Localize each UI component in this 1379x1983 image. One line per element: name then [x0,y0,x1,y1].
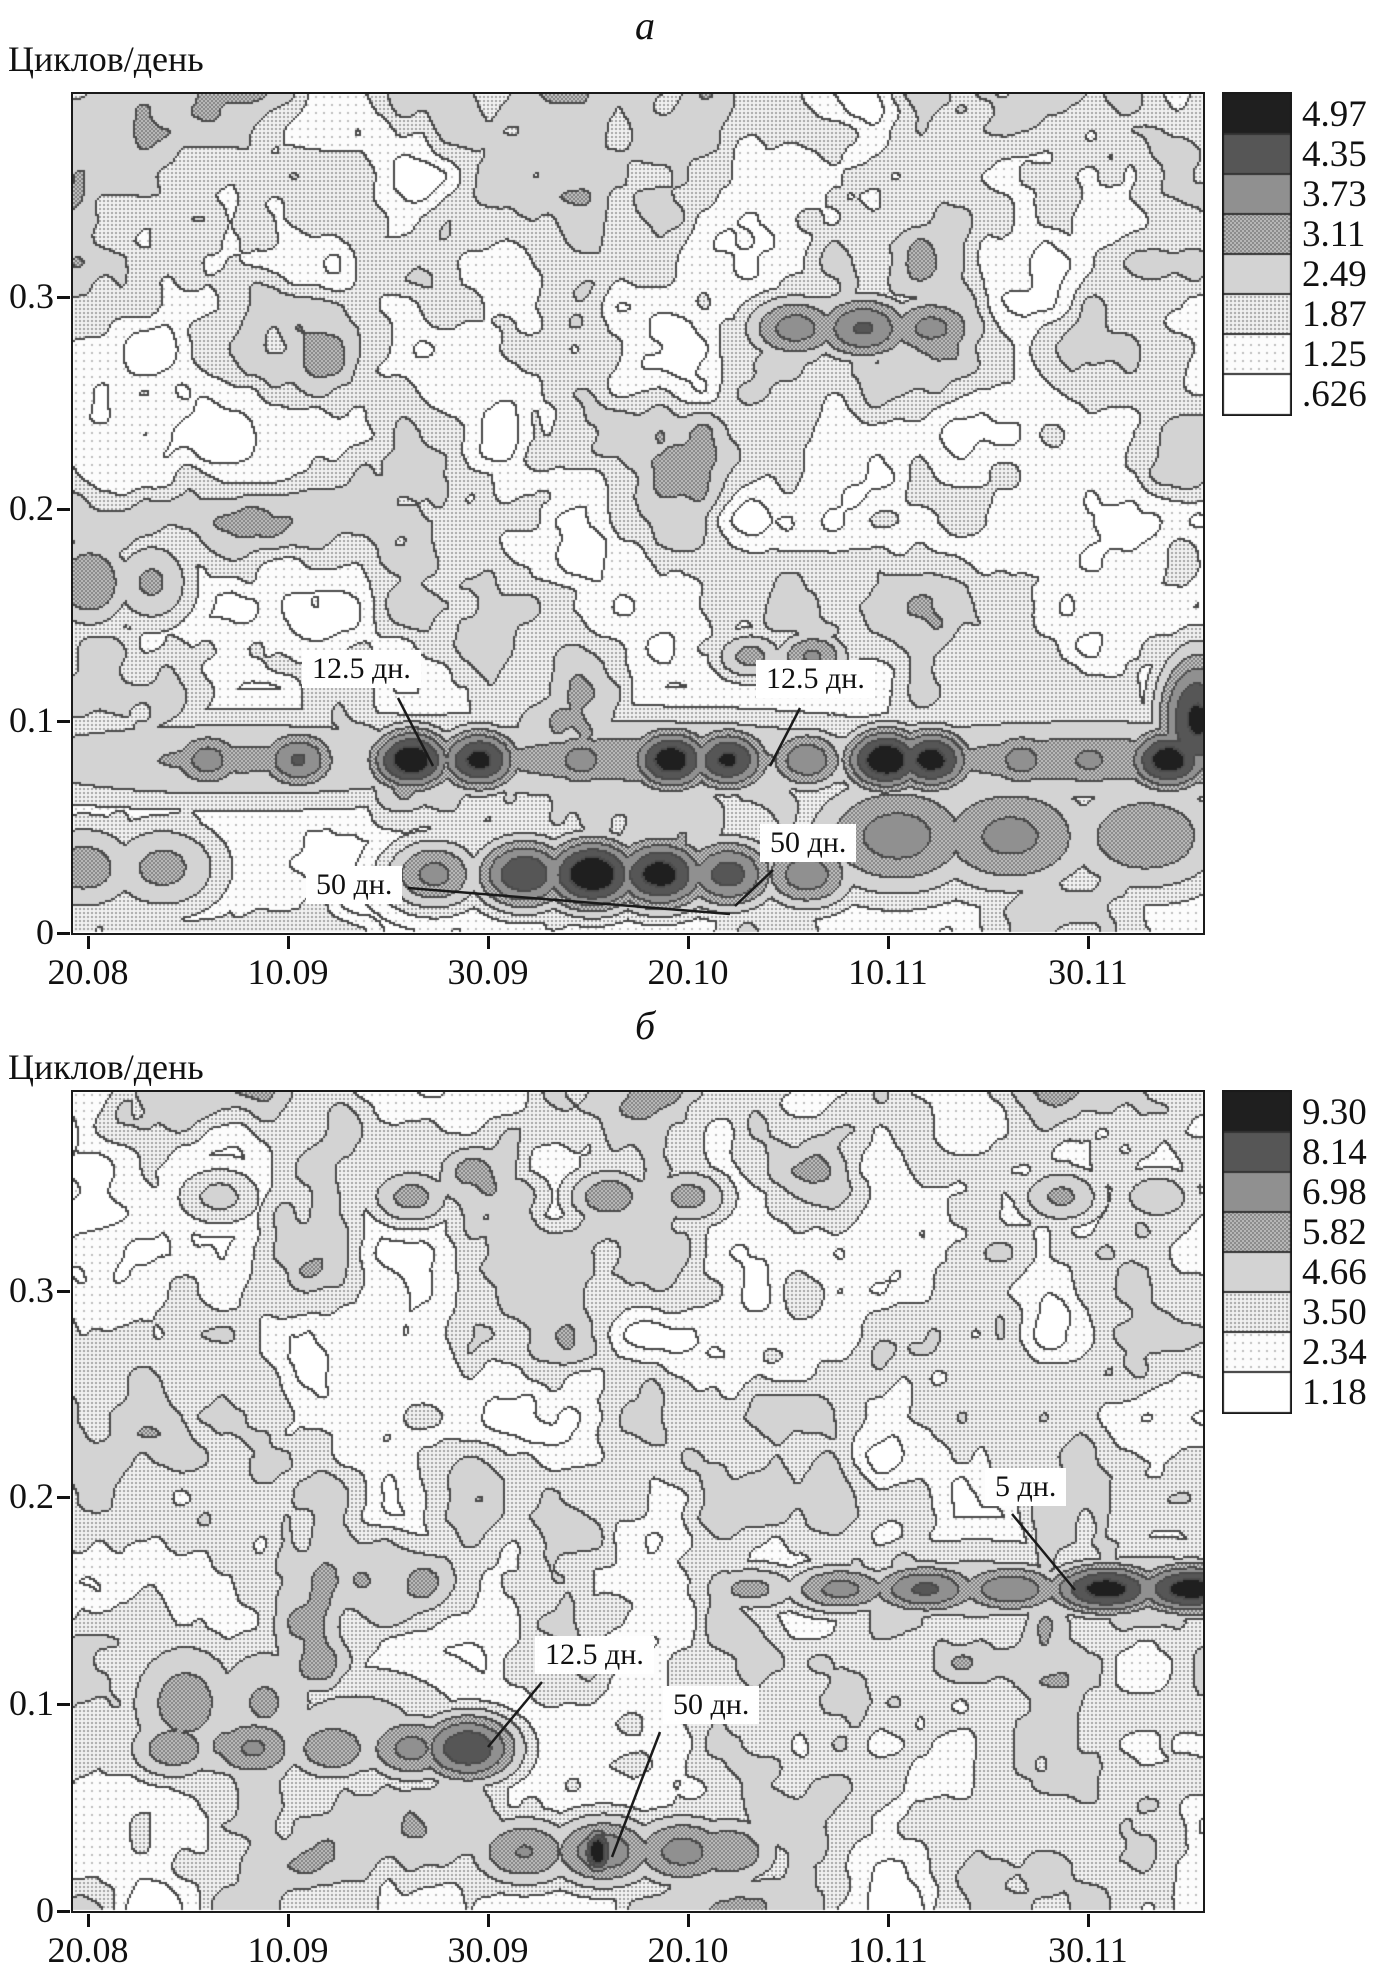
panel-b-y-tick-label: 0.3 [9,1269,54,1310]
panel-b-legend-label: 4.66 [1302,1252,1367,1293]
panel-a-label: а [635,3,655,48]
panel-a-x-tick-label: 10.09 [247,952,329,992]
panel-a-annotation-callout: 12.5 дн. [756,660,875,698]
panel-a-y-tick-mark [57,508,70,512]
panel-b-annotation-callout: 5 дн. [985,1468,1067,1506]
panel-a-x-tick-mark [886,936,890,949]
panel-a-x-tick-mark [287,936,291,949]
panel-a-y-tick-mark [57,296,70,300]
panel-a-x-tick-mark [487,936,491,949]
panel-a-legend-label: 4.97 [1302,94,1367,135]
panel-a-annotation-leader-line [734,869,774,907]
panel-a-legend-label: 1.25 [1302,334,1367,375]
panel-b-leader-lines [487,1513,1076,1858]
panel-b-y-tick-mark [57,1496,70,1500]
panel-a-x-tick-label: 20.10 [647,952,729,992]
panel-b-y-tick-mark [57,1910,70,1913]
panel-a-contour-canvas [73,94,1203,933]
panel-a-legend-swatches [1222,92,1292,416]
panel-a-legend-label: 1.87 [1302,294,1367,335]
panel-b-y-tick-label: 0.1 [9,1683,54,1724]
panel-b-x-tick-mark [886,1914,890,1927]
panel-a-x-tick-mark [1086,936,1090,949]
panel-a-y-tick-label: 0 [36,912,54,952]
panel-b-x-tick-mark [87,1914,91,1927]
panel-b-label: б [634,1003,656,1048]
panel-b-y-tick-label: 0.2 [9,1476,54,1517]
panel-a-y-tick-mark [57,932,70,935]
panel-b-x-tick-mark [487,1914,491,1927]
panel-b-x-tick-label: 20.10 [647,1930,729,1970]
panel-a-annotation-leader-line [407,886,731,916]
panel-a-x-tick-label: 30.11 [1048,952,1128,992]
panel-b-legend-label: 1.18 [1302,1372,1367,1413]
panel-b-legend-label: 9.30 [1302,1092,1367,1133]
panel-b-legend-label: 8.14 [1302,1132,1367,1173]
panel-b-plot-area: 5 дн. 12.5 дн. 50 дн. [71,1090,1205,1913]
panel-b-x-tick-label: 30.11 [1048,1930,1128,1970]
panel-a-annotation-callout: 12.5 дн. [302,650,421,688]
panel-a-y-tick-label: 0.1 [9,700,54,741]
panel-b-x-tick-mark [686,1914,690,1927]
panel-a-y-tick-label: 0.3 [9,276,54,317]
panel-a-annotation-leader-line [396,697,435,767]
panel-b-y-tick-mark [57,1289,70,1293]
panel-b-legend-swatches [1222,1090,1292,1414]
panel-b-legend-label: 3.50 [1302,1292,1367,1333]
panel-b-y-axis-title: Циклов/день [8,1047,204,1087]
panel-a-legend-label: 2.49 [1302,254,1367,295]
panel-a-legend-label: .626 [1302,374,1367,415]
panel-a-x-tick-label: 30.09 [447,952,529,992]
panel-b-x-tick-label: 10.11 [848,1930,928,1970]
panel-a-x-tick-mark [87,936,91,949]
panel-a-annotation-callout: 50 дн. [760,824,857,862]
panel-a-leader-lines [396,697,802,916]
panel-b-legend-label: 6.98 [1302,1172,1367,1213]
panel-b-legend-label: 2.34 [1302,1332,1367,1373]
panel-b-x-tick-label: 10.09 [247,1930,329,1970]
panel-a-x-tick-label: 20.08 [47,952,129,992]
panel-a-legend-label: 4.35 [1302,134,1367,175]
panel-b-x-tick-mark [1086,1914,1090,1927]
panel-a-y-tick-mark [57,720,70,724]
panel-b-annotation-callout: 50 дн. [663,1686,760,1724]
panel-b-y-tick-mark [57,1703,70,1707]
panel-a-x-tick-mark [686,936,690,949]
panel-b-annotation-leader-line [1011,1513,1076,1591]
panel-a-x-tick-label: 10.11 [848,952,928,992]
panel-b-annotation-leader-line [487,1681,543,1748]
panel-b-x-tick-label: 20.08 [47,1930,129,1970]
panel-a-legend-label: 3.73 [1302,174,1367,215]
panel-b-x-tick-label: 30.09 [447,1930,529,1970]
panel-b-x-tick-mark [287,1914,291,1927]
panel-b-legend-label: 5.82 [1302,1212,1367,1253]
panel-a-y-tick-label: 0.2 [9,488,54,529]
panel-a-annotation-callout: 50 дн. [306,866,403,904]
panel-a-y-axis-title: Циклов/день [8,39,204,79]
panel-b-annotation-leader-line [610,1731,662,1858]
panel-a-legend-label: 3.11 [1302,214,1366,255]
panel-b-y-tick-label: 0 [36,1890,54,1930]
panel-a-annotation-leader-line [768,707,802,767]
panel-b-annotation-callout: 12.5 дн. [535,1636,654,1674]
panel-a-plot-area: 12.5 дн. 12.5 дн. 50 дн. 50 дн. [71,92,1205,935]
